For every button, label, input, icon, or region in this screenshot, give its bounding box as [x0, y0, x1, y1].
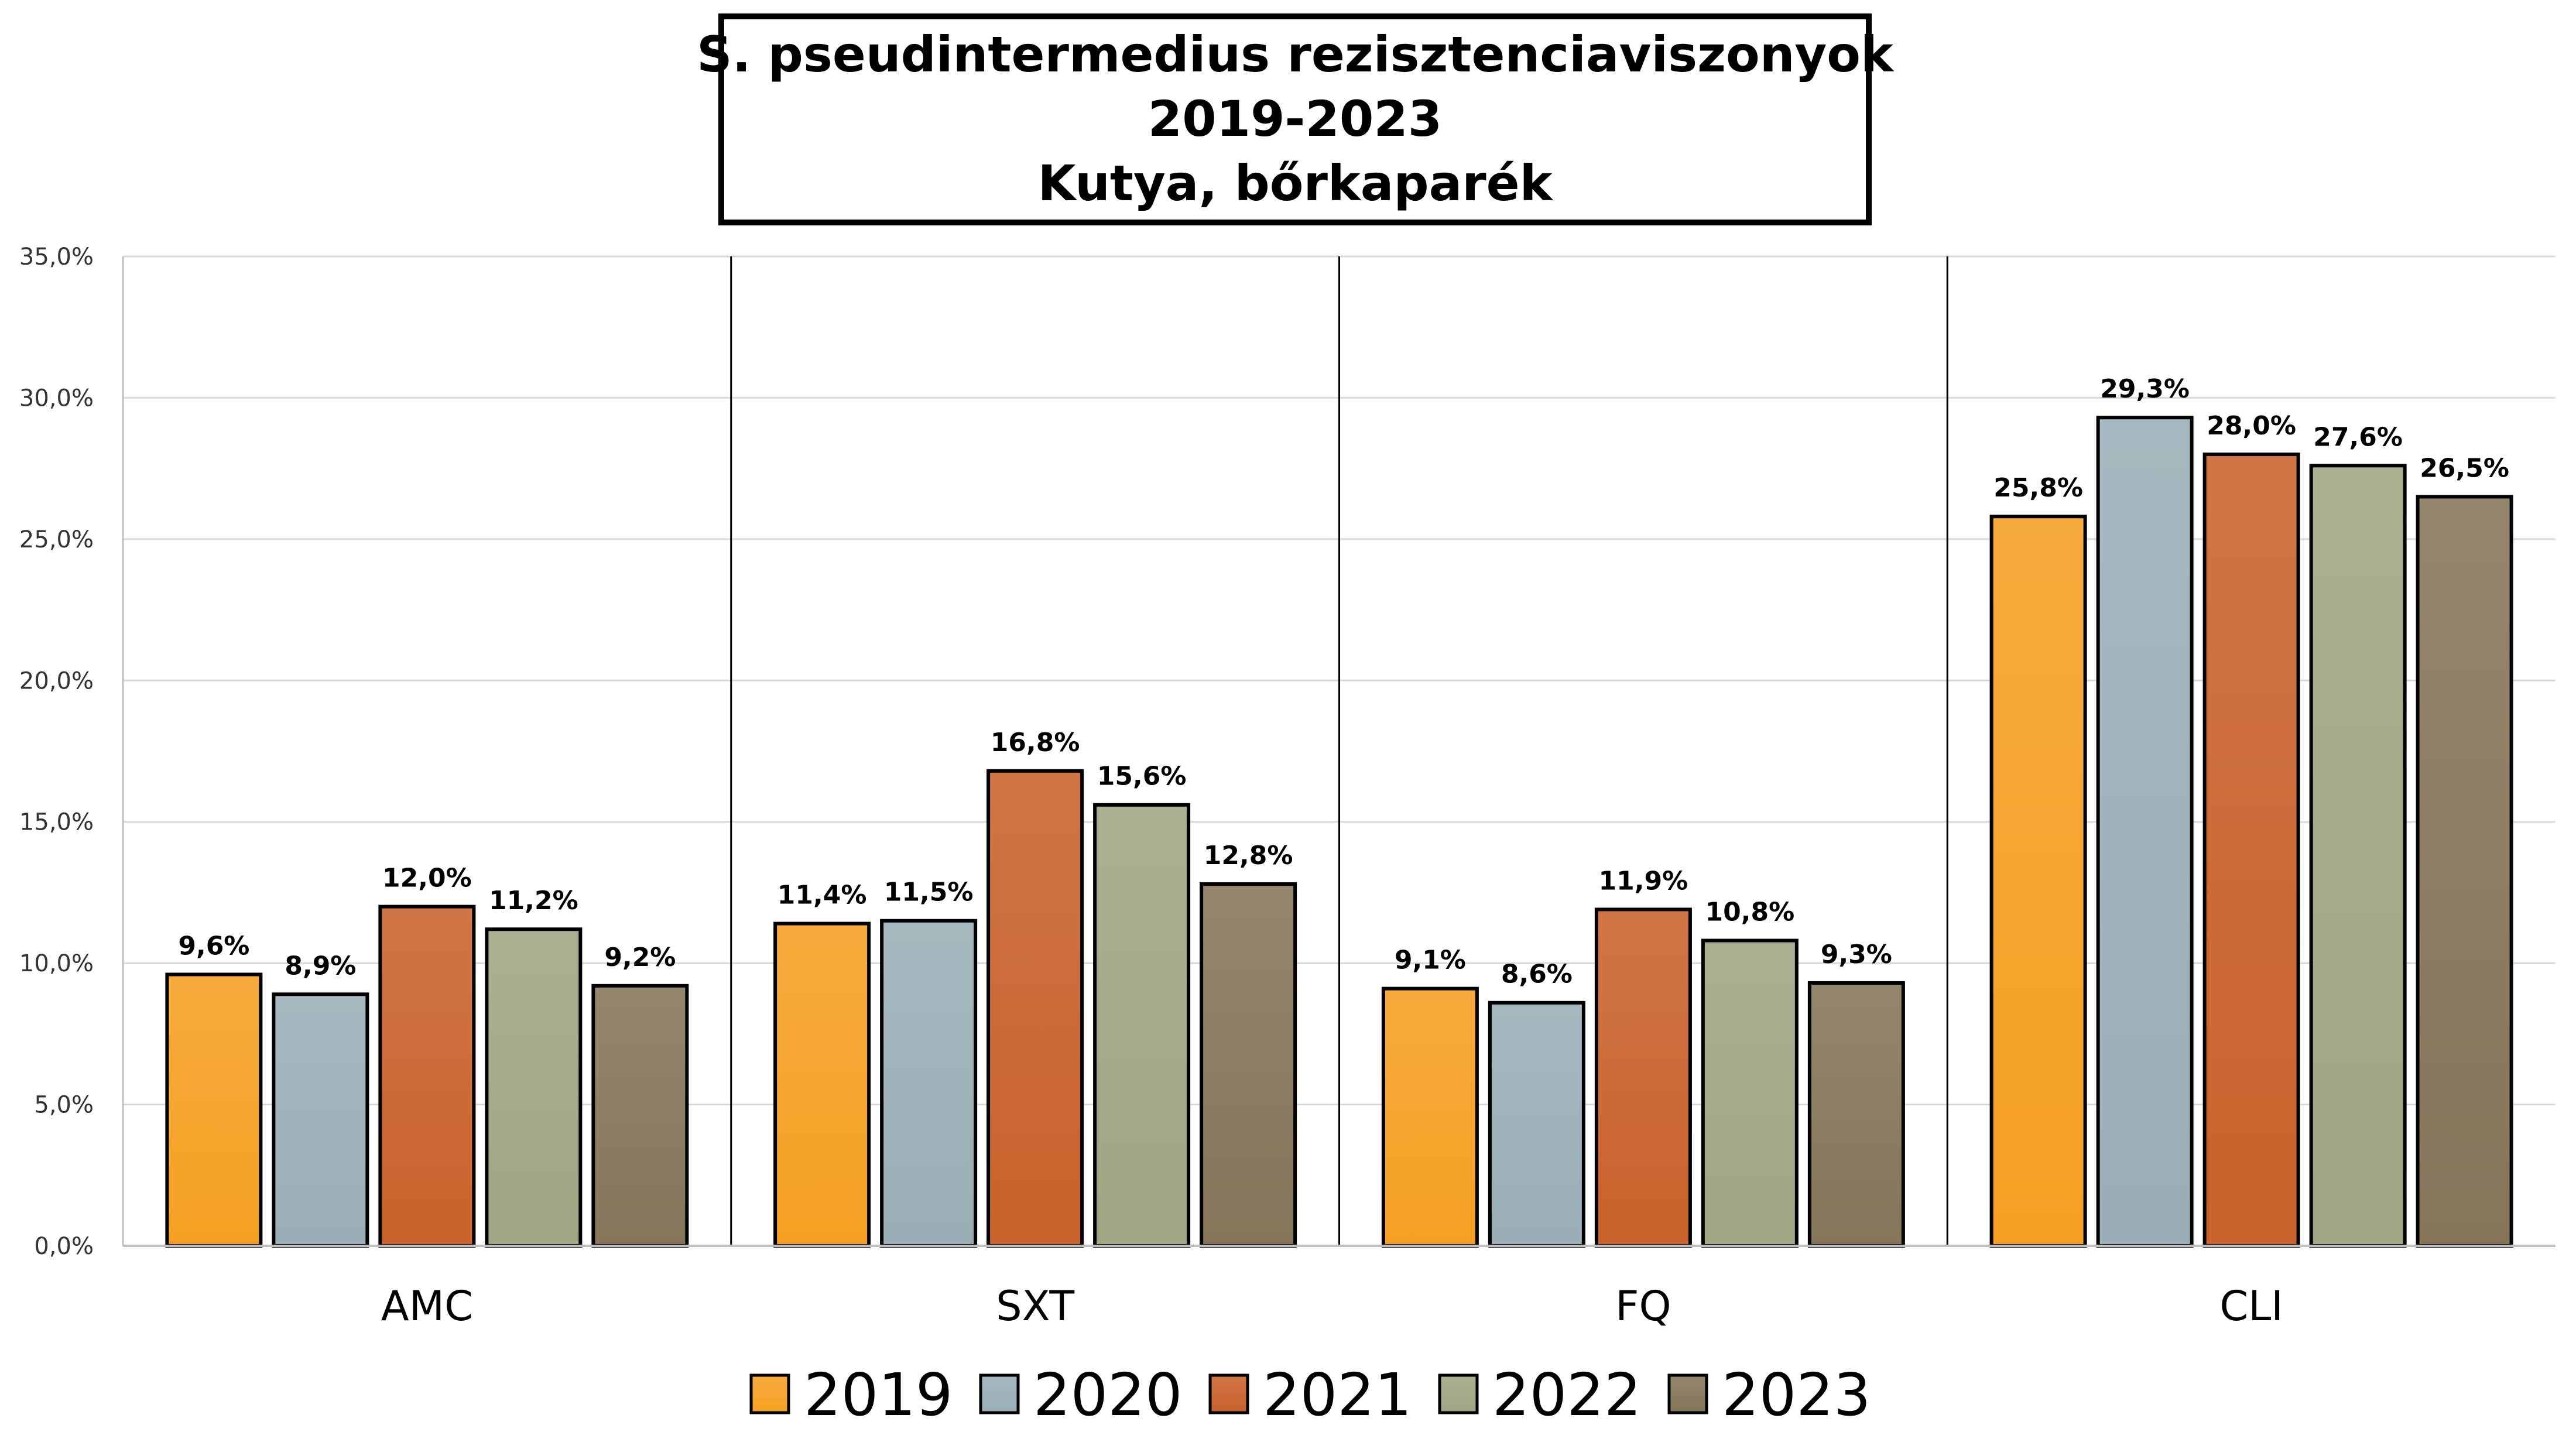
bar [1989, 515, 2087, 1248]
bar [1488, 1001, 1585, 1248]
bar [378, 905, 476, 1248]
legend-item: 2022 [1438, 1361, 1642, 1429]
legend-label: 2023 [1722, 1361, 1871, 1429]
bar [2096, 416, 2194, 1248]
data-label: 11,4% [777, 881, 867, 910]
legend-label: 2022 [1492, 1361, 1642, 1429]
y-tick-label: 30,0% [19, 385, 94, 412]
legend-label: 2020 [1033, 1361, 1183, 1429]
data-label: 9,3% [1821, 940, 1892, 970]
bar [2202, 453, 2300, 1248]
title-line-3: Kutya, bőrkaparék [1037, 155, 1553, 212]
legend-item: 2021 [1208, 1361, 1412, 1429]
data-label: 8,9% [285, 951, 356, 981]
bar [773, 922, 871, 1248]
y-tick-label: 20,0% [19, 667, 94, 694]
data-label: 26,5% [2420, 453, 2509, 483]
bar [1200, 882, 1297, 1248]
bar [165, 972, 263, 1248]
y-axis: 0,0% 5,0% 10,0% 15,0% 20,0% 25,0% 30,0% 35,0% [19, 244, 124, 1260]
bar [880, 919, 978, 1248]
bar [485, 927, 583, 1248]
legend-item: 2023 [1667, 1361, 1871, 1429]
legend-swatch [1208, 1373, 1249, 1414]
data-label: 27,6% [2313, 422, 2403, 452]
title-line-2: 2019-2023 [1148, 90, 1442, 148]
data-label: 11,2% [489, 886, 578, 916]
legend-swatch [749, 1373, 790, 1414]
bar [1594, 907, 1692, 1248]
legend-item: 2020 [979, 1361, 1183, 1429]
bar [591, 984, 689, 1248]
y-tick-label: 10,0% [19, 950, 94, 977]
legend-swatch [1667, 1373, 1708, 1414]
legend-item: 2019 [749, 1361, 953, 1429]
y-tick-label: 15,0% [19, 809, 94, 836]
bar [1807, 981, 1905, 1248]
data-label: 16,8% [991, 728, 1080, 758]
bar [1093, 803, 1191, 1248]
y-tick-label: 0,0% [34, 1233, 94, 1260]
bar [986, 769, 1084, 1248]
category-separators [730, 256, 1948, 1246]
bars [165, 416, 2513, 1248]
x-category-label: CLI [2219, 1282, 2283, 1330]
x-axis: AMC SXT FQ CLI [123, 1245, 2556, 1330]
legend-swatch [979, 1373, 1020, 1414]
data-label: 9,2% [604, 943, 676, 972]
data-label: 10,8% [1705, 898, 1795, 927]
data-label: 25,8% [1993, 473, 2083, 503]
x-category-label: SXT [996, 1282, 1074, 1330]
data-label: 15,6% [1097, 762, 1187, 792]
legend-label: 2019 [804, 1361, 953, 1429]
y-tick-label: 35,0% [19, 244, 94, 270]
bar [2309, 464, 2407, 1248]
x-category-label: FQ [1615, 1282, 1671, 1330]
data-label: 12,8% [1204, 841, 1293, 871]
legend-swatch [1438, 1373, 1479, 1414]
bar [1381, 986, 1479, 1248]
bar [1701, 938, 1799, 1248]
data-label: 9,6% [178, 931, 249, 961]
data-label: 12,0% [382, 864, 472, 893]
data-label: 29,3% [2100, 374, 2190, 404]
bar [272, 992, 369, 1248]
title-line-1: S. pseudintermedius rezisztenciaviszonyo… [697, 26, 1895, 83]
legend: 2019 2020 2021 2022 2023 [749, 1361, 1871, 1429]
bar [2416, 495, 2513, 1248]
chart-title: S. pseudintermedius rezisztenciaviszonyo… [697, 13, 1895, 225]
x-category-label: AMC [381, 1282, 473, 1330]
data-label: 28,0% [2207, 411, 2296, 441]
data-label: 9,1% [1395, 946, 1466, 975]
data-labels: 9,6% 8,9% 12,0% 11,2% 9,2% 11,4% 11,5% 16,8% 15,… [178, 374, 2509, 989]
legend-label: 2021 [1263, 1361, 1412, 1429]
data-label: 8,6% [1501, 960, 1573, 989]
data-label: 11,5% [884, 878, 974, 907]
data-label: 11,9% [1599, 866, 1688, 896]
y-tick-label: 5,0% [34, 1092, 94, 1119]
title-box [718, 13, 1872, 225]
y-tick-label: 25,0% [19, 526, 94, 553]
